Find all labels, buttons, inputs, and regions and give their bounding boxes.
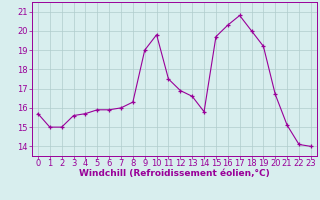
X-axis label: Windchill (Refroidissement éolien,°C): Windchill (Refroidissement éolien,°C): [79, 169, 270, 178]
